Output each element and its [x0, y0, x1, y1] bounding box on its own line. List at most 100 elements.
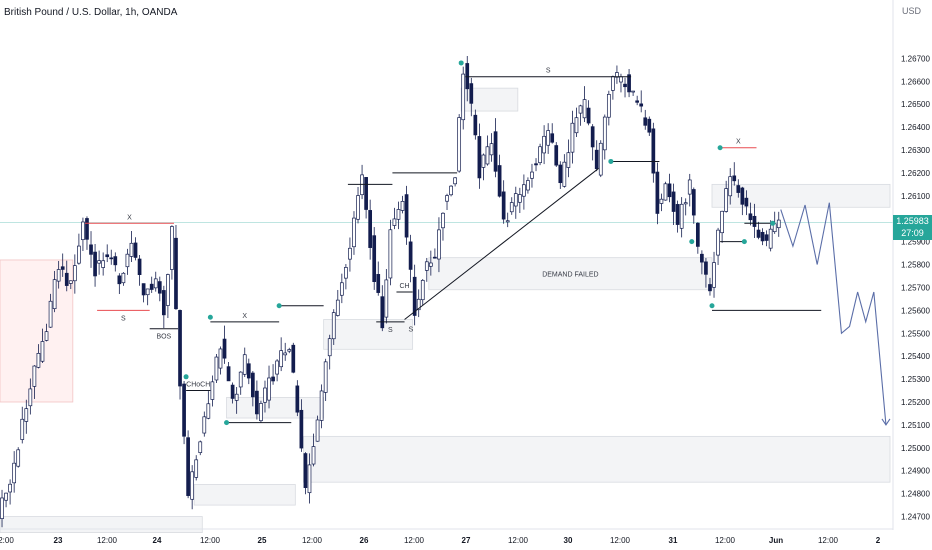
candle-body — [242, 354, 247, 375]
candle-body — [24, 408, 29, 422]
candle-body — [554, 145, 559, 166]
candle-body — [303, 453, 308, 488]
candle-body — [81, 221, 85, 241]
candle-body — [52, 279, 57, 310]
candle-body — [44, 331, 49, 341]
pivot-marker — [689, 239, 695, 245]
candle-body — [667, 183, 672, 198]
candle-body — [64, 272, 69, 286]
candle-body — [481, 154, 486, 168]
zone-box — [193, 484, 296, 506]
candle-body — [611, 76, 615, 91]
structure-label: X — [127, 214, 132, 221]
candle-body — [48, 300, 53, 328]
candle-body — [255, 390, 259, 415]
candle-body — [335, 299, 340, 316]
candle-body — [687, 179, 692, 195]
candle-body — [202, 416, 207, 434]
candle-body — [12, 462, 17, 484]
candle-body — [0, 497, 4, 519]
candle-body — [437, 229, 441, 260]
candle-body — [238, 371, 243, 388]
candle-body — [32, 365, 37, 387]
candle-body — [28, 388, 33, 407]
candle-body — [562, 161, 567, 187]
time-tick-label: 2:00 — [0, 536, 14, 545]
candle-body — [60, 266, 65, 270]
candle-body — [295, 385, 300, 413]
candle-body — [287, 349, 292, 352]
candle-body — [206, 403, 211, 419]
price-tick-label: 1.24900 — [901, 467, 930, 476]
candle-body — [712, 262, 716, 288]
candle-body — [364, 177, 368, 210]
candle-body — [740, 187, 745, 205]
zone-box — [460, 87, 519, 112]
candle-body — [744, 197, 749, 207]
candle-body — [461, 73, 466, 121]
structure-label: X — [242, 313, 247, 320]
candle-body — [8, 483, 12, 493]
candle-body — [388, 229, 393, 279]
candle-body — [198, 441, 203, 453]
trendline-label: S — [409, 327, 414, 334]
candle-body — [186, 437, 190, 496]
candle-body — [109, 257, 114, 260]
candle-body — [546, 130, 551, 146]
candle-body — [497, 165, 502, 197]
candle-body — [489, 143, 494, 156]
price-tick-label: 1.26100 — [901, 192, 930, 201]
candle-body — [105, 254, 110, 258]
candle-body — [724, 188, 729, 212]
candle-body — [178, 310, 182, 387]
chart-title: British Pound / U.S. Dollar, 1h, OANDA — [4, 7, 178, 18]
candle-body — [20, 418, 25, 440]
candle-body — [695, 222, 700, 247]
candle-body — [327, 338, 332, 357]
price-tick-label: 1.25200 — [901, 398, 930, 407]
candle-body — [72, 265, 77, 282]
candle-body — [736, 185, 741, 193]
pivot-marker — [207, 314, 213, 320]
candle-body — [283, 352, 288, 356]
price-tick-label: 1.25000 — [901, 444, 930, 453]
time-tick-label: 30 — [564, 536, 573, 545]
pivot-marker — [741, 239, 747, 245]
time-tick-label: 12:00 — [610, 536, 631, 545]
last-price-badge: 1.25983 27:09 — [893, 214, 932, 240]
time-tick-label: 12:00 — [818, 536, 839, 545]
candle-body — [344, 267, 348, 279]
candle-body — [574, 117, 579, 134]
price-tick-label: 1.25600 — [901, 306, 930, 315]
annotations-layer: X S BOS X CHoCH S CH S X S — [84, 60, 891, 426]
candle-body — [623, 83, 627, 88]
time-tick-label: 27 — [462, 536, 471, 545]
candle-body — [776, 219, 781, 229]
candle-body — [161, 290, 166, 316]
pivot-marker — [458, 60, 464, 66]
candle-body — [445, 195, 449, 202]
candle-body — [291, 344, 296, 373]
pivot-marker — [276, 303, 282, 309]
time-tick-label: 12:00 — [97, 536, 118, 545]
candle-body — [311, 446, 316, 465]
structure-label: BOS — [156, 334, 171, 341]
time-tick-label: 31 — [669, 536, 678, 545]
candle-body — [307, 464, 312, 494]
candle-body — [250, 372, 255, 398]
candle-body — [465, 63, 470, 90]
candle-body — [428, 262, 433, 267]
price-tick-label: 1.25700 — [901, 283, 930, 292]
projection-path — [780, 202, 887, 425]
candle-body — [315, 419, 320, 442]
candle-body — [40, 341, 45, 362]
candle-body — [538, 146, 542, 164]
candle-body — [404, 194, 409, 238]
candle-body — [392, 218, 397, 226]
time-tick-label: Jun — [769, 536, 783, 545]
zone-label: DEMAND FAILED — [542, 272, 598, 279]
price-tick-label: 1.24800 — [901, 490, 930, 499]
candle-body — [586, 107, 591, 124]
